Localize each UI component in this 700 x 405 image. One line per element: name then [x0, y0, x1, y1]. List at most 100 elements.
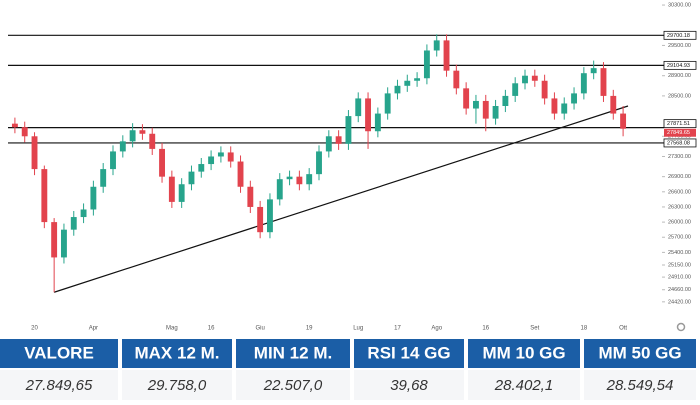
candle-body [335, 136, 342, 144]
candle-body [404, 80, 411, 86]
last-price-label: 27849.65 [667, 130, 690, 136]
level-label-box [663, 138, 697, 148]
candle-body [414, 78, 421, 81]
candle-body [551, 98, 558, 114]
x-tick-label: Ago [431, 326, 442, 332]
candle-body [296, 176, 303, 185]
table-header-cell [354, 339, 464, 368]
candle-body [178, 184, 185, 202]
table-header: MAX 12 M. [134, 343, 219, 362]
x-tick-label: Apr [89, 326, 98, 332]
table-value-cell [236, 370, 350, 400]
candle-body [41, 169, 48, 223]
y-tick-label: 25700.00 [668, 235, 691, 241]
level-label-box [663, 30, 697, 40]
x-tick-label: 16 [208, 326, 215, 332]
last-price-box [664, 128, 696, 137]
x-tick-label: Ott [619, 326, 627, 332]
table-header-cell [236, 339, 350, 368]
candle-body [198, 164, 205, 172]
candle-body [70, 217, 77, 230]
candle-body [482, 100, 489, 119]
candle-body [80, 209, 87, 218]
candle-body [522, 75, 528, 84]
table-value: 39,68 [390, 377, 428, 394]
candle-body [365, 98, 371, 132]
candle-body [600, 68, 607, 96]
candle-body [433, 40, 440, 51]
candle-body [590, 68, 597, 74]
table-value-cell [354, 370, 464, 400]
level-label: 27871.51 [667, 121, 690, 127]
candle-body [51, 222, 58, 258]
candle-body [129, 130, 136, 142]
y-tick-label: 26300.00 [668, 204, 691, 210]
gear[interactable] [676, 322, 686, 332]
candle-body [384, 93, 391, 114]
table-header-cell [122, 339, 232, 368]
table-value: 27.849,65 [25, 377, 93, 394]
candle-body [473, 100, 479, 109]
trendline [53, 105, 629, 293]
candle-body [316, 151, 322, 175]
candle-body [100, 169, 107, 187]
table-header-cell [0, 339, 118, 368]
level-label: 29104.93 [667, 63, 690, 69]
candle-body [188, 171, 195, 185]
candle-body [423, 50, 430, 79]
y-tick-label: 24910.00 [668, 275, 691, 281]
settings-icon[interactable] [676, 322, 686, 332]
candle-body [276, 179, 283, 200]
y-tick-label: 26600.00 [668, 189, 691, 195]
candle-body [580, 73, 587, 94]
y-tick-label: 26900.00 [668, 174, 691, 180]
candle-body [286, 176, 293, 180]
table-header: MIN 12 M. [254, 343, 332, 362]
table-value: 28.402,1 [494, 377, 553, 394]
table-value: 28.549,54 [606, 377, 674, 394]
candle-body [227, 152, 234, 162]
candle-body [561, 103, 568, 114]
candle-body [463, 88, 470, 109]
candle-body [610, 95, 617, 114]
table-header-cell [468, 339, 580, 368]
candle-body [247, 186, 254, 207]
candle-body [453, 70, 460, 89]
candle-body [306, 174, 313, 185]
x-tick-label: 17 [394, 326, 401, 332]
table-value-cell [0, 370, 118, 400]
x-tick-label: Lug [353, 326, 363, 332]
candle-body [492, 106, 499, 119]
level-label: 29700.18 [667, 33, 690, 39]
candle-body [61, 229, 67, 258]
y-tick-label: 29500.00 [668, 43, 691, 49]
y-tick-label: 30300.00 [668, 3, 691, 9]
level-label-box [663, 60, 697, 70]
x-tick-label: Mag [166, 326, 178, 332]
candle-body [443, 40, 450, 71]
candle-body [325, 136, 332, 152]
candle-body [119, 141, 126, 152]
table-header: RSI 14 GG [367, 343, 450, 362]
candle-body [620, 113, 627, 129]
y-tick-label: 25150.00 [668, 262, 691, 268]
candle-body [257, 206, 264, 233]
y-tick-label: 24660.00 [668, 287, 691, 293]
level-label-box [663, 119, 697, 129]
candle-body [21, 127, 28, 137]
y-tick-label: 24420.00 [668, 299, 691, 305]
candle-body [217, 152, 224, 157]
candle-body [502, 95, 509, 106]
candle-body [110, 151, 116, 170]
x-tick-label: 16 [482, 326, 489, 332]
candle-body [345, 116, 352, 144]
y-tick-label: 28500.00 [668, 93, 691, 99]
candle-body [11, 123, 18, 128]
candle-body [90, 186, 97, 210]
y-tick-label: 27700.00 [668, 134, 691, 140]
x-tick-label: Set [530, 326, 539, 332]
candle-body [531, 75, 538, 81]
candle-body [149, 133, 156, 149]
